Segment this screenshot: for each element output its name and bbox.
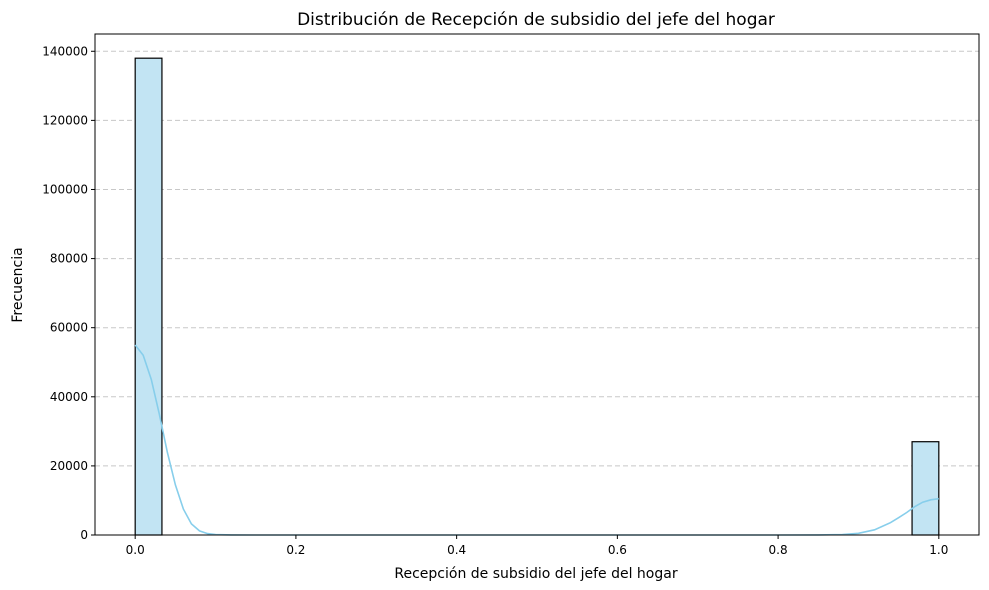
y-tick-label: 60000 xyxy=(50,321,88,335)
x-tick-label: 0.2 xyxy=(286,543,305,557)
x-axis-label: Recepción de subsidio del jefe del hogar xyxy=(394,566,677,582)
y-tick-label: 0 xyxy=(80,528,88,542)
plot-frame xyxy=(94,33,980,536)
grid-lines xyxy=(95,50,979,467)
x-tick-label: 0.4 xyxy=(447,543,466,557)
x-tick-label: 1.0 xyxy=(929,543,948,557)
kde-curve xyxy=(134,344,939,536)
histogram-bar xyxy=(134,57,163,536)
y-tick-label: 100000 xyxy=(42,182,88,196)
y-tick-label: 80000 xyxy=(50,252,88,266)
chart-title: Distribución de Recepción de subsidio de… xyxy=(297,10,775,30)
y-tick-label: 140000 xyxy=(42,44,88,58)
x-tick-label: 0.6 xyxy=(608,543,627,557)
x-tick-label: 0.0 xyxy=(126,543,145,557)
y-axis-ticks: 0 20000 40000 60000 80000 100000 120000 140000 xyxy=(42,44,95,542)
histogram-bar xyxy=(911,441,940,536)
y-tick-label: 40000 xyxy=(50,390,88,404)
y-tick-label: 20000 xyxy=(50,459,88,473)
histogram-bars xyxy=(134,57,940,536)
x-tick-label: 0.8 xyxy=(769,543,788,557)
y-axis-label: Frecuencia xyxy=(10,247,26,322)
y-tick-label: 120000 xyxy=(42,113,88,127)
x-axis-ticks: 0.0 0.2 0.4 0.6 0.8 1.0 xyxy=(126,535,948,557)
